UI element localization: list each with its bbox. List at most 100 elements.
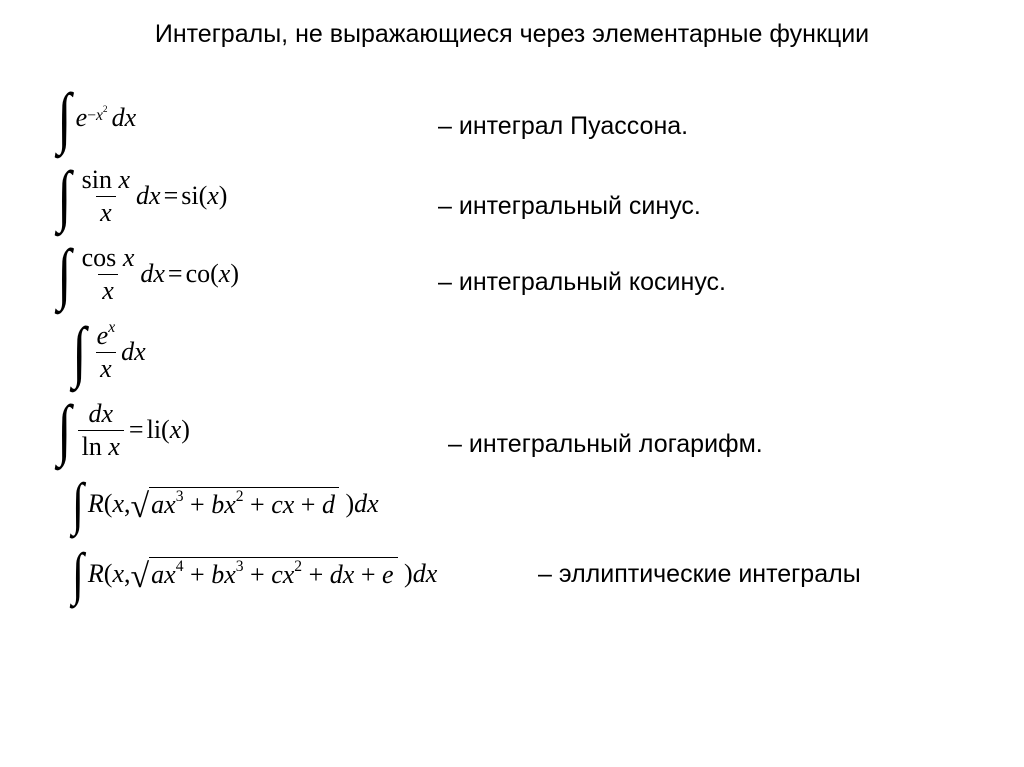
num-fn: cos [82,243,117,272]
radicand: ax4 + bx3 + cx2 + dx + e [149,557,397,591]
rhs-fn: si( [181,181,207,211]
x-var: x [112,489,124,519]
formula-exp-over-x: ∫ ex x dx [0,321,146,384]
rfun: R [88,559,104,589]
rhs-close: ) [219,181,228,211]
fraction: cos x x [78,243,139,306]
num-var: x [123,243,135,272]
dx: dx [354,489,379,519]
rhs-close: ) [181,415,190,445]
exp-minus: − [87,107,96,124]
document-page: Интегралы, не выражающиеся через элемент… [0,0,1024,767]
equals: = [168,259,183,289]
exp-pow: 2 [103,105,108,115]
plus1: + [190,490,205,519]
pow-a: 4 [176,558,184,575]
dash: – [438,192,452,220]
term-c: cx [271,490,294,519]
desc-text: интегральный косинус. [459,268,726,296]
desc-poisson: – интеграл Пуассона. [430,112,688,141]
desc-elliptic: – эллиптические интегралы [530,560,861,589]
term-e: e [382,560,394,589]
desc-sine-integral: – интегральный синус. [430,192,701,221]
radicand: ax3 + bx2 + cx + d [149,487,339,521]
num-var: x [118,165,130,194]
close-paren: ) [404,559,413,589]
formula-row-elliptic-4: ∫ R(x, √ ax4 + bx3 + cx2 + dx + e )dx [0,539,1024,609]
term-a: ax [151,560,176,589]
plus3: + [301,490,316,519]
formula-sine-integral: ∫ sin x x dx = si(x) [0,165,227,228]
radical-icon: √ [131,562,150,593]
term-d: dx [330,560,355,589]
den-var: x [108,432,120,461]
plus1: + [190,560,205,589]
term-c: cx [271,560,294,589]
formula-log-integral: ∫ dx ln x = li(x) [0,399,190,462]
term-b: bx [211,490,236,519]
num-base: e [97,321,109,350]
close-paren: ) [345,489,354,519]
rhs-fn: co( [186,259,219,289]
den-fn: ln [82,432,102,461]
dash: – [538,560,552,588]
rfun: R [88,489,104,519]
dash: – [438,112,452,140]
integral-sign-icon: ∫ [57,172,71,220]
pow-c: 2 [294,558,302,575]
x-var: x [112,559,124,589]
integral-sign-icon: ∫ [57,406,71,454]
fraction: sin x x [78,165,134,228]
e-base: e [76,103,88,133]
equals: = [164,181,179,211]
rhs-var: x [219,259,231,289]
term-b: bx [211,560,236,589]
dx: dx [121,337,146,367]
den: x [98,274,118,306]
integral-sign-icon: ∫ [72,484,84,525]
pow-b: 3 [236,558,244,575]
pow-b: 2 [236,488,244,505]
integral-sign-icon: ∫ [57,94,71,142]
rhs-var: x [170,415,182,445]
num: dx [85,399,118,430]
integral-sign-icon: ∫ [57,250,71,298]
rhs-close: ) [230,259,239,289]
pow-a: 3 [176,488,184,505]
formula-cosine-integral: ∫ cos x x dx = co(x) [0,243,239,306]
radical-icon: √ [131,492,150,523]
plus2: + [250,490,265,519]
rhs-fn: li( [147,415,170,445]
integral-sign-icon: ∫ [72,328,86,376]
dash: – [438,268,452,296]
sqrt: √ ax3 + bx2 + cx + d [131,487,339,521]
desc-text: эллиптические интегралы [559,560,861,588]
exponent: −x2 [87,107,107,125]
formula-elliptic-4: ∫ R(x, √ ax4 + bx3 + cx2 + dx + e )dx [0,554,437,595]
desc-cosine-integral: – интегральный косинус. [430,268,726,297]
rhs-var: x [207,181,219,211]
integral-sign-icon: ∫ [72,554,84,595]
term-d: d [322,490,335,519]
dx: dx [136,181,161,211]
dx: dx [140,259,165,289]
plus3: + [309,560,324,589]
desc-text: интегральный логарифм. [469,430,763,458]
plus2: + [250,560,265,589]
equals: = [129,415,144,445]
fraction: ex x [93,321,119,384]
sqrt: √ ax4 + bx3 + cx2 + dx + e [131,557,398,591]
dx: dx [112,103,137,133]
dx: dx [413,559,438,589]
den: x [96,196,116,228]
fraction: dx ln x [78,399,124,462]
plus4: + [361,560,376,589]
formula-row-exp-over-x: ∫ ex x dx [0,313,1024,391]
formula-elliptic-3: ∫ R(x, √ ax3 + bx2 + cx + d )dx [0,484,379,525]
desc-text: интегральный синус. [459,192,701,220]
term-a: ax [151,490,176,519]
exp-var: x [96,107,103,124]
den: x [96,352,116,384]
desc-log-integral: – интегральный логарифм. [440,430,763,459]
num-fn: sin [82,165,112,194]
